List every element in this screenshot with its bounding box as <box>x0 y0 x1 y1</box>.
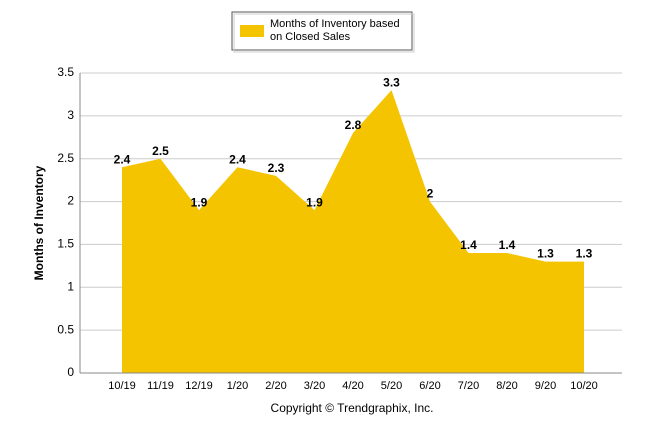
legend-shadow <box>233 13 415 53</box>
value-label: 2.8 <box>345 118 362 132</box>
y-tick-label: 3 <box>67 108 74 122</box>
legend-label: Months of Inventory based on Closed Sales <box>270 18 400 43</box>
x-tick-label: 2/20 <box>265 380 286 392</box>
x-tick-label: 8/20 <box>496 380 517 392</box>
y-tick-label: 3.5 <box>57 65 74 79</box>
x-tick-label: 3/20 <box>304 380 325 392</box>
y-tick-label: 1 <box>67 279 74 293</box>
x-tick-label: 5/20 <box>381 380 402 392</box>
x-tick-label: 11/19 <box>147 380 174 392</box>
x-tick-label: 1/20 <box>227 380 248 392</box>
value-label: 2.4 <box>229 152 246 166</box>
value-label: 3.3 <box>383 75 400 89</box>
footer: Copyright © Trendgraphix, Inc. <box>271 401 434 415</box>
value-label: 1.4 <box>499 238 516 252</box>
value-label: 1.3 <box>576 247 593 261</box>
value-label: 1.4 <box>460 238 477 252</box>
y-tick-label: 1.5 <box>57 237 74 251</box>
value-label: 2.3 <box>268 161 285 175</box>
value-label: 1.9 <box>191 195 208 209</box>
legend-swatch <box>240 25 264 37</box>
x-tick-label: 7/20 <box>458 380 479 392</box>
x-tick-label: 6/20 <box>419 380 440 392</box>
y-tick-label: 0.5 <box>57 322 74 336</box>
y-tick-label: 2 <box>67 194 74 208</box>
x-tick-label: 10/19 <box>108 380 136 392</box>
value-label: 1.9 <box>306 195 323 209</box>
value-label: 1.3 <box>537 247 554 261</box>
value-label: 2.5 <box>152 144 169 158</box>
y-tick-label: 0 <box>67 365 74 379</box>
x-tick-label: 4/20 <box>342 380 363 392</box>
x-tick-label: 12/19 <box>185 380 213 392</box>
value-label: 2.4 <box>114 152 131 166</box>
y-tick-label: 2.5 <box>57 151 74 165</box>
x-tick-label: 9/20 <box>535 380 556 392</box>
y-axis-label: Months of Inventory <box>32 165 46 280</box>
value-label: 2 <box>427 187 434 201</box>
x-tick-label: 10/20 <box>570 380 598 392</box>
area <box>122 90 584 374</box>
